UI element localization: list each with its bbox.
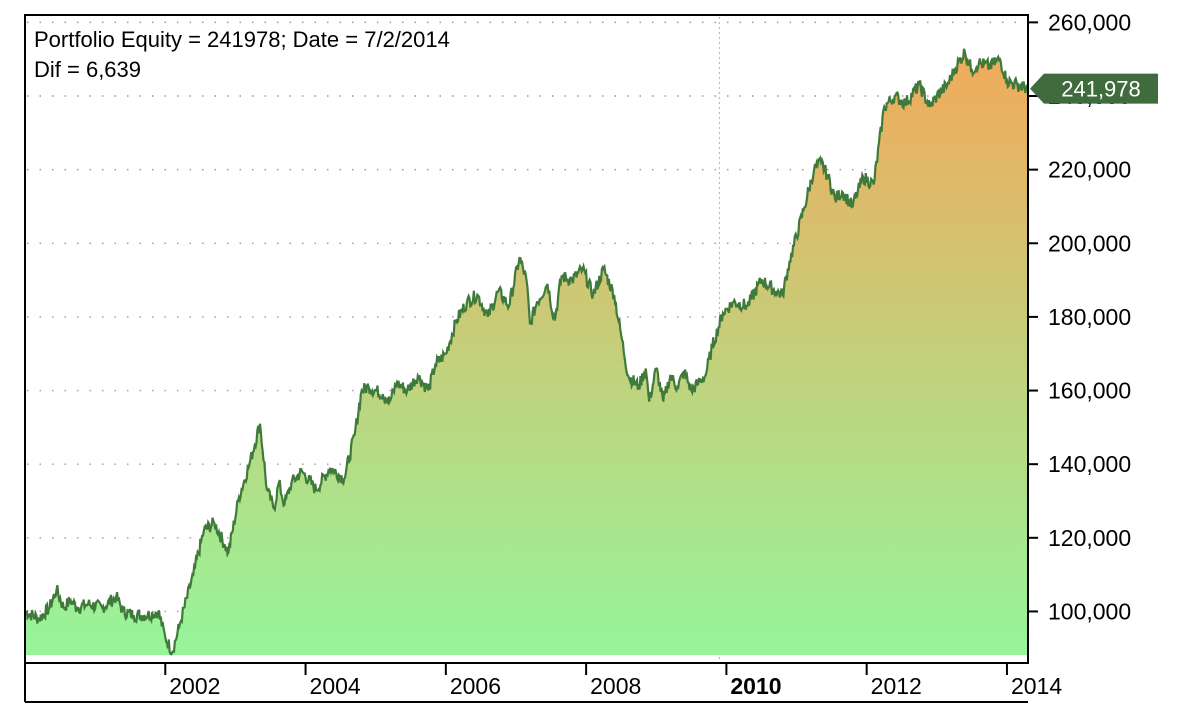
header-equity-line: Portfolio Equity = 241978; Date = 7/2/20… [34,27,450,52]
y-tick-label: 140,000 [1048,451,1131,477]
y-tick-label: 180,000 [1048,304,1131,330]
x-tick-label: 2004 [310,673,361,699]
last-value-label: 241,978 [1061,77,1141,102]
y-tick-label: 100,000 [1048,598,1131,624]
y-axis: 100,000 120,000 140,000 160,000 180,000 200,0… [1028,9,1131,624]
last-value-marker: 241,978 [1030,73,1158,104]
x-tick-label: 2012 [871,673,922,699]
y-tick-label: 160,000 [1048,378,1131,404]
equity-line [24,48,1030,656]
x-tick-label: 2010 [730,673,781,699]
last-value-badge [1030,73,1158,104]
y-tick-label: 220,000 [1048,157,1131,183]
y-tick-label: 200,000 [1048,230,1131,256]
x-tick-label: 2008 [590,673,641,699]
header-dif-line: Dif = 6,639 [34,57,141,82]
x-tick-label: 2014 [1011,673,1062,699]
y-tick-label: 120,000 [1048,525,1131,551]
equity-area [25,48,1028,656]
y-tick-label: 260,000 [1048,9,1131,35]
x-axis: 2002 2004 2006 2008 2010 2012 2014 [164,663,1062,699]
x-tick-label: 2002 [169,673,220,699]
x-tick-label: 2006 [450,673,501,699]
